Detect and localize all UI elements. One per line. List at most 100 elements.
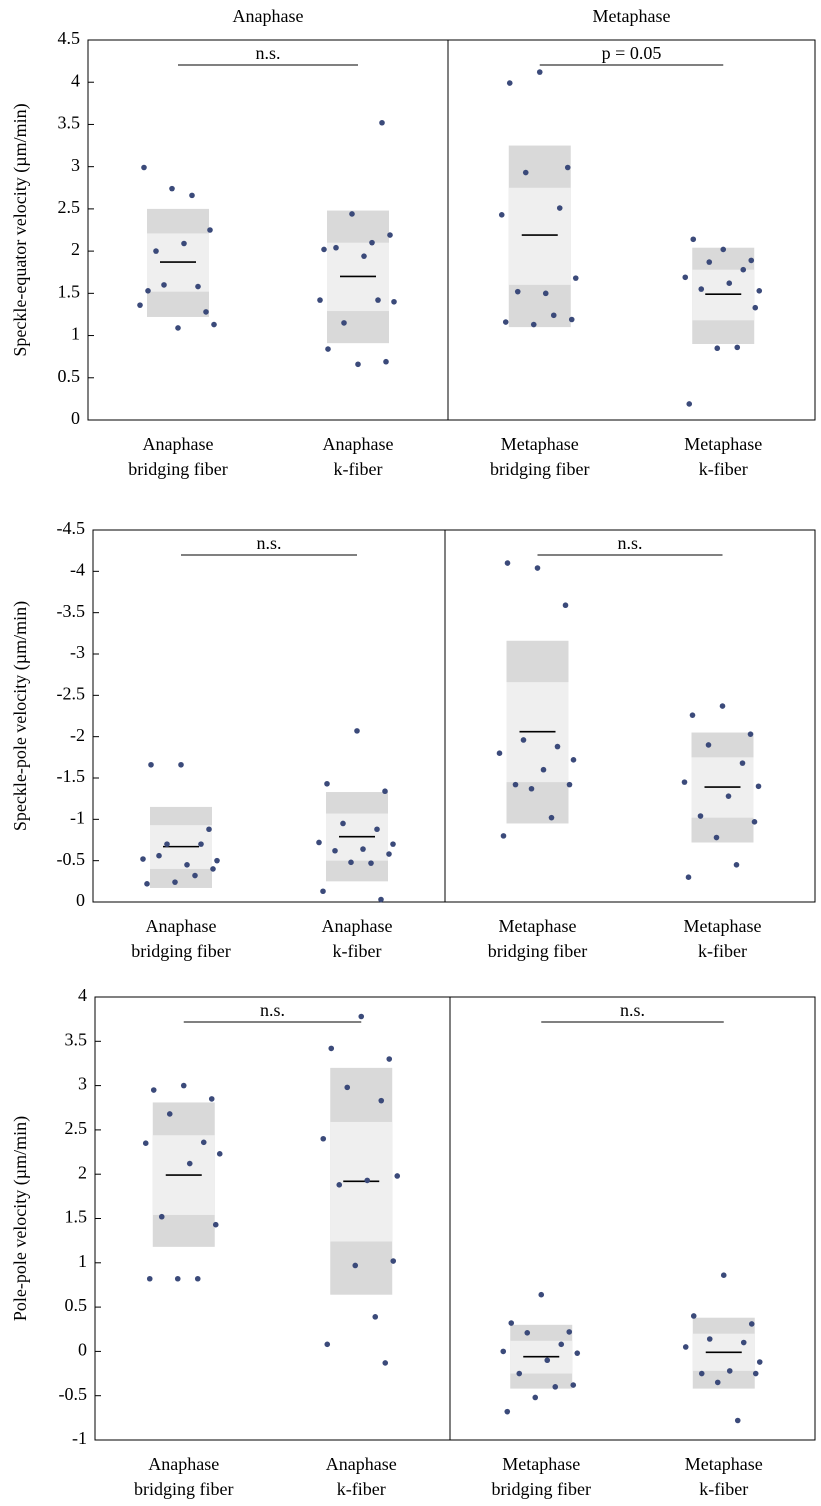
x-tick-label: Metaphase xyxy=(501,434,579,454)
data-point xyxy=(142,1140,149,1146)
data-point xyxy=(316,839,322,846)
data-point xyxy=(534,565,541,571)
data-point xyxy=(324,1341,331,1348)
significance-label: n.s. xyxy=(256,533,281,553)
data-point xyxy=(332,847,338,854)
data-point xyxy=(698,1370,705,1377)
x-tick-label: Anaphase xyxy=(322,916,393,936)
data-point xyxy=(208,1096,215,1102)
data-point xyxy=(358,1013,365,1020)
x-tick-label: bridging fiber xyxy=(128,459,227,479)
data-point xyxy=(538,1291,545,1298)
data-point xyxy=(161,282,167,288)
data-point xyxy=(382,788,388,795)
data-point xyxy=(562,602,569,609)
data-point xyxy=(568,316,575,323)
data-point xyxy=(137,302,143,308)
x-tick-label: Metaphase xyxy=(684,916,762,936)
data-point xyxy=(540,766,547,773)
data-point xyxy=(564,164,571,171)
data-point xyxy=(698,286,705,292)
data-point xyxy=(178,761,184,768)
data-point xyxy=(502,319,509,325)
x-tick-label: bridging fiber xyxy=(488,941,587,961)
data-point xyxy=(348,859,354,866)
data-point xyxy=(344,1084,351,1091)
y-tick-label: 4 xyxy=(78,985,87,1005)
data-point xyxy=(158,1213,165,1220)
y-tick-label: 0 xyxy=(76,890,85,910)
data-point xyxy=(145,288,151,294)
data-point xyxy=(725,793,732,799)
data-point xyxy=(739,760,746,766)
data-point xyxy=(734,1417,741,1424)
data-point xyxy=(689,712,696,718)
data-point xyxy=(570,1382,577,1388)
data-point xyxy=(558,1341,565,1348)
data-point xyxy=(713,834,720,841)
data-point xyxy=(524,1329,531,1336)
y-tick-label: 3.5 xyxy=(58,113,81,133)
data-point xyxy=(195,283,201,290)
data-point xyxy=(496,750,503,756)
data-point xyxy=(372,1314,379,1320)
data-point xyxy=(504,560,511,566)
data-point xyxy=(184,862,190,868)
data-point xyxy=(720,246,727,253)
data-point xyxy=(379,119,385,126)
y-tick-label: -0.5 xyxy=(57,849,86,869)
y-tick-label: -4 xyxy=(70,559,85,579)
x-tick-label: Anaphase xyxy=(326,1454,397,1474)
data-point xyxy=(748,257,755,264)
y-tick-label: 3 xyxy=(71,155,80,175)
data-point xyxy=(328,1045,335,1052)
data-point xyxy=(141,164,147,171)
data-point xyxy=(504,1408,511,1415)
significance-label: n.s. xyxy=(617,533,642,553)
data-point xyxy=(341,320,347,326)
data-point xyxy=(544,1357,551,1364)
panel-title: Metaphase xyxy=(593,6,671,26)
data-point xyxy=(532,1394,539,1401)
data-point xyxy=(520,737,527,743)
sem-box xyxy=(508,187,571,285)
data-point xyxy=(156,852,162,859)
data-point xyxy=(324,780,330,787)
data-point xyxy=(719,703,726,709)
data-point xyxy=(194,1275,201,1282)
data-point xyxy=(734,344,741,351)
y-tick-label: 1.5 xyxy=(65,1207,88,1227)
x-tick-label: k-fiber xyxy=(699,459,748,479)
data-point xyxy=(390,1258,397,1264)
data-point xyxy=(500,1348,507,1355)
y-tick-label: 1.5 xyxy=(58,281,81,301)
data-point xyxy=(198,841,204,847)
data-point xyxy=(383,358,389,365)
significance-label: n.s. xyxy=(255,43,280,63)
data-point xyxy=(690,1313,697,1319)
data-point xyxy=(321,246,327,253)
data-point xyxy=(320,1135,327,1142)
y-axis-label: Pole-pole velocity (µm/min) xyxy=(10,1116,31,1321)
data-point xyxy=(574,1350,581,1356)
x-tick-label: Metaphase xyxy=(499,916,577,936)
y-tick-label: -0.5 xyxy=(59,1384,88,1404)
data-point xyxy=(203,309,209,315)
data-point xyxy=(216,1151,223,1157)
data-point xyxy=(387,232,393,238)
y-tick-label: 1 xyxy=(71,324,80,344)
x-tick-label: bridging fiber xyxy=(492,1479,591,1499)
panel-title: Anaphase xyxy=(233,6,304,26)
significance-label: n.s. xyxy=(260,1000,285,1020)
data-point xyxy=(566,781,573,788)
x-tick-label: k-fiber xyxy=(698,941,747,961)
data-point xyxy=(192,872,198,879)
data-point xyxy=(369,239,375,246)
x-tick-label: bridging fiber xyxy=(490,459,589,479)
data-point xyxy=(140,856,146,862)
data-point xyxy=(325,346,331,352)
data-point xyxy=(210,866,216,872)
data-point xyxy=(548,814,555,821)
